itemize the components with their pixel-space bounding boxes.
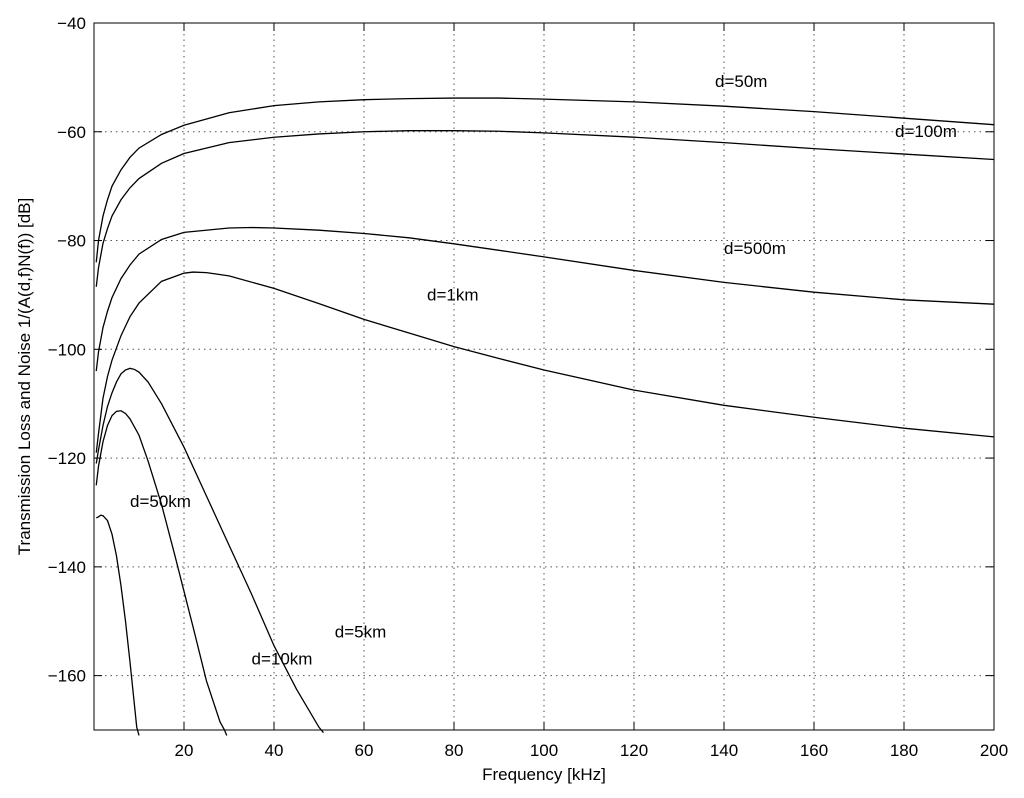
series-line-d-1km xyxy=(95,271,995,453)
x-tick-label: 200 xyxy=(980,741,1008,760)
x-axis-label: Frequency [kHz] xyxy=(482,765,606,784)
y-tick-label: −140 xyxy=(48,558,86,577)
series-line-d-50km xyxy=(95,514,140,736)
series-label-d-5km: d=5km xyxy=(335,623,387,642)
x-tick-label: 60 xyxy=(355,741,374,760)
x-tick-label: 40 xyxy=(265,741,284,760)
series-label-d-50km: d=50km xyxy=(130,492,191,511)
x-tick-label: 20 xyxy=(175,741,194,760)
x-tick-label: 140 xyxy=(710,741,738,760)
series-line-d-10km xyxy=(95,410,228,736)
series-label-d-10km: d=10km xyxy=(252,650,313,669)
series-label-d-50m: d=50m xyxy=(715,72,767,91)
series-line-d-500m xyxy=(95,226,995,372)
y-tick-label: −80 xyxy=(57,232,86,251)
series-line-d-5km xyxy=(95,367,325,734)
series-labels: d=50m d=100m d=500m d=1km d=5km d=10km d=50km xyxy=(130,72,957,669)
y-axis-label: Transmission Loss and Noise 1/(A(d,f)N(f… xyxy=(15,198,34,555)
y-tick-label: −120 xyxy=(48,449,86,468)
series-label-d-1km: d=1km xyxy=(427,285,479,304)
y-tick-label: −60 xyxy=(57,123,86,142)
x-tick-label: 120 xyxy=(620,741,648,760)
tick-labels: 20 40 60 80 100 120 140 160 180 200 −160 −140 −120 −1… xyxy=(48,14,1008,760)
series-line-d-100m xyxy=(95,130,995,287)
series-label-d-500m: d=500m xyxy=(724,239,786,258)
x-tick-label: 80 xyxy=(445,741,464,760)
series-label-d-100m: d=100m xyxy=(895,122,957,141)
y-tick-label: −40 xyxy=(57,14,86,33)
axis-ticks xyxy=(94,22,995,730)
series-line-d-50m xyxy=(95,97,995,263)
x-tick-label: 160 xyxy=(800,741,828,760)
grid-lines xyxy=(94,23,994,730)
plot-series xyxy=(95,97,995,736)
y-tick-label: −100 xyxy=(48,340,86,359)
y-tick-label: −160 xyxy=(48,667,86,686)
x-tick-label: 100 xyxy=(530,741,558,760)
x-tick-label: 180 xyxy=(890,741,918,760)
